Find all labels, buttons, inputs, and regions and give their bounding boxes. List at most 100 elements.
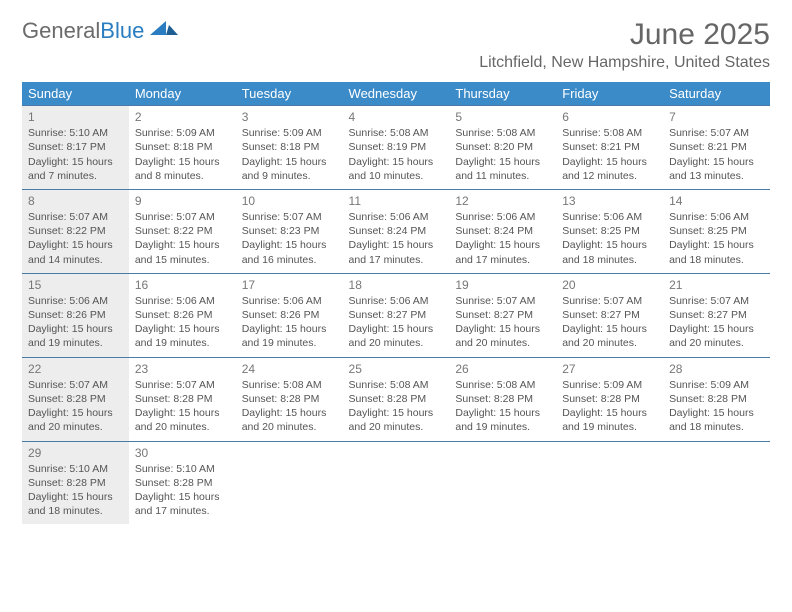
sunrise-line: Sunrise: 5:07 AM	[669, 294, 764, 308]
sunset-line: Sunset: 8:27 PM	[669, 308, 764, 322]
sunrise-line: Sunrise: 5:07 AM	[562, 294, 657, 308]
calendar-week: 1Sunrise: 5:10 AMSunset: 8:17 PMDaylight…	[22, 106, 770, 190]
sunrise-line: Sunrise: 5:07 AM	[28, 210, 123, 224]
daylight-line: Daylight: 15 hours and 19 minutes.	[455, 406, 550, 434]
day-cell: 25Sunrise: 5:08 AMSunset: 8:28 PMDayligh…	[343, 357, 450, 441]
day-cell: 9Sunrise: 5:07 AMSunset: 8:22 PMDaylight…	[129, 189, 236, 273]
daylight-line: Daylight: 15 hours and 20 minutes.	[135, 406, 230, 434]
day-number: 15	[28, 277, 123, 293]
day-cell: 5Sunrise: 5:08 AMSunset: 8:20 PMDaylight…	[449, 106, 556, 190]
day-cell: 20Sunrise: 5:07 AMSunset: 8:27 PMDayligh…	[556, 273, 663, 357]
sunrise-line: Sunrise: 5:06 AM	[135, 294, 230, 308]
day-number: 30	[135, 445, 230, 461]
daylight-line: Daylight: 15 hours and 19 minutes.	[242, 322, 337, 350]
sunrise-line: Sunrise: 5:06 AM	[562, 210, 657, 224]
day-cell: 28Sunrise: 5:09 AMSunset: 8:28 PMDayligh…	[663, 357, 770, 441]
empty-cell	[343, 441, 450, 524]
daylight-line: Daylight: 15 hours and 20 minutes.	[669, 322, 764, 350]
day-number: 23	[135, 361, 230, 377]
brand-word-1: General	[22, 18, 100, 43]
day-cell: 29Sunrise: 5:10 AMSunset: 8:28 PMDayligh…	[22, 441, 129, 524]
sunrise-line: Sunrise: 5:08 AM	[242, 378, 337, 392]
day-number: 2	[135, 109, 230, 125]
sunrise-line: Sunrise: 5:09 AM	[669, 378, 764, 392]
day-cell: 8Sunrise: 5:07 AMSunset: 8:22 PMDaylight…	[22, 189, 129, 273]
sunrise-line: Sunrise: 5:09 AM	[562, 378, 657, 392]
daylight-line: Daylight: 15 hours and 20 minutes.	[562, 322, 657, 350]
empty-cell	[236, 441, 343, 524]
day-number: 29	[28, 445, 123, 461]
sunset-line: Sunset: 8:18 PM	[135, 140, 230, 154]
day-number: 3	[242, 109, 337, 125]
sunrise-line: Sunrise: 5:06 AM	[242, 294, 337, 308]
day-number: 25	[349, 361, 444, 377]
daylight-line: Daylight: 15 hours and 9 minutes.	[242, 155, 337, 183]
day-number: 18	[349, 277, 444, 293]
day-cell: 21Sunrise: 5:07 AMSunset: 8:27 PMDayligh…	[663, 273, 770, 357]
daylight-line: Daylight: 15 hours and 13 minutes.	[669, 155, 764, 183]
day-cell: 18Sunrise: 5:06 AMSunset: 8:27 PMDayligh…	[343, 273, 450, 357]
sunset-line: Sunset: 8:28 PM	[135, 392, 230, 406]
day-number: 26	[455, 361, 550, 377]
sunset-line: Sunset: 8:28 PM	[242, 392, 337, 406]
sunset-line: Sunset: 8:23 PM	[242, 224, 337, 238]
sunset-line: Sunset: 8:26 PM	[135, 308, 230, 322]
sunset-line: Sunset: 8:25 PM	[562, 224, 657, 238]
sunrise-line: Sunrise: 5:08 AM	[455, 126, 550, 140]
sunrise-line: Sunrise: 5:07 AM	[28, 378, 123, 392]
day-cell: 24Sunrise: 5:08 AMSunset: 8:28 PMDayligh…	[236, 357, 343, 441]
day-number: 9	[135, 193, 230, 209]
day-number: 13	[562, 193, 657, 209]
sunset-line: Sunset: 8:20 PM	[455, 140, 550, 154]
day-cell: 10Sunrise: 5:07 AMSunset: 8:23 PMDayligh…	[236, 189, 343, 273]
daylight-line: Daylight: 15 hours and 20 minutes.	[349, 322, 444, 350]
daylight-line: Daylight: 15 hours and 8 minutes.	[135, 155, 230, 183]
day-cell: 14Sunrise: 5:06 AMSunset: 8:25 PMDayligh…	[663, 189, 770, 273]
day-number: 4	[349, 109, 444, 125]
daylight-line: Daylight: 15 hours and 20 minutes.	[28, 406, 123, 434]
empty-cell	[449, 441, 556, 524]
sunset-line: Sunset: 8:26 PM	[242, 308, 337, 322]
day-cell: 15Sunrise: 5:06 AMSunset: 8:26 PMDayligh…	[22, 273, 129, 357]
day-cell: 7Sunrise: 5:07 AMSunset: 8:21 PMDaylight…	[663, 106, 770, 190]
sunset-line: Sunset: 8:24 PM	[349, 224, 444, 238]
sunrise-line: Sunrise: 5:06 AM	[669, 210, 764, 224]
day-cell: 1Sunrise: 5:10 AMSunset: 8:17 PMDaylight…	[22, 106, 129, 190]
sunrise-line: Sunrise: 5:10 AM	[28, 462, 123, 476]
sunset-line: Sunset: 8:26 PM	[28, 308, 123, 322]
calendar-body: 1Sunrise: 5:10 AMSunset: 8:17 PMDaylight…	[22, 106, 770, 525]
daylight-line: Daylight: 15 hours and 17 minutes.	[349, 238, 444, 266]
sunset-line: Sunset: 8:28 PM	[669, 392, 764, 406]
daylight-line: Daylight: 15 hours and 18 minutes.	[669, 406, 764, 434]
sunrise-line: Sunrise: 5:07 AM	[455, 294, 550, 308]
daylight-line: Daylight: 15 hours and 18 minutes.	[562, 238, 657, 266]
sunset-line: Sunset: 8:22 PM	[28, 224, 123, 238]
daylight-line: Daylight: 15 hours and 11 minutes.	[455, 155, 550, 183]
day-header: Friday	[556, 82, 663, 106]
sunrise-line: Sunrise: 5:07 AM	[135, 378, 230, 392]
title-block: June 2025 Litchfield, New Hampshire, Uni…	[479, 18, 770, 72]
daylight-line: Daylight: 15 hours and 20 minutes.	[455, 322, 550, 350]
day-header: Monday	[129, 82, 236, 106]
day-cell: 16Sunrise: 5:06 AMSunset: 8:26 PMDayligh…	[129, 273, 236, 357]
sunrise-line: Sunrise: 5:06 AM	[349, 210, 444, 224]
empty-cell	[556, 441, 663, 524]
daylight-line: Daylight: 15 hours and 20 minutes.	[349, 406, 444, 434]
day-number: 11	[349, 193, 444, 209]
day-cell: 12Sunrise: 5:06 AMSunset: 8:24 PMDayligh…	[449, 189, 556, 273]
day-number: 27	[562, 361, 657, 377]
day-number: 20	[562, 277, 657, 293]
day-cell: 23Sunrise: 5:07 AMSunset: 8:28 PMDayligh…	[129, 357, 236, 441]
sunset-line: Sunset: 8:18 PM	[242, 140, 337, 154]
sunrise-line: Sunrise: 5:06 AM	[455, 210, 550, 224]
sunrise-line: Sunrise: 5:10 AM	[135, 462, 230, 476]
sunset-line: Sunset: 8:27 PM	[562, 308, 657, 322]
day-cell: 17Sunrise: 5:06 AMSunset: 8:26 PMDayligh…	[236, 273, 343, 357]
sunset-line: Sunset: 8:22 PM	[135, 224, 230, 238]
sunrise-line: Sunrise: 5:08 AM	[349, 126, 444, 140]
empty-cell	[663, 441, 770, 524]
day-cell: 22Sunrise: 5:07 AMSunset: 8:28 PMDayligh…	[22, 357, 129, 441]
daylight-line: Daylight: 15 hours and 17 minutes.	[135, 490, 230, 518]
sunrise-line: Sunrise: 5:09 AM	[135, 126, 230, 140]
day-cell: 27Sunrise: 5:09 AMSunset: 8:28 PMDayligh…	[556, 357, 663, 441]
